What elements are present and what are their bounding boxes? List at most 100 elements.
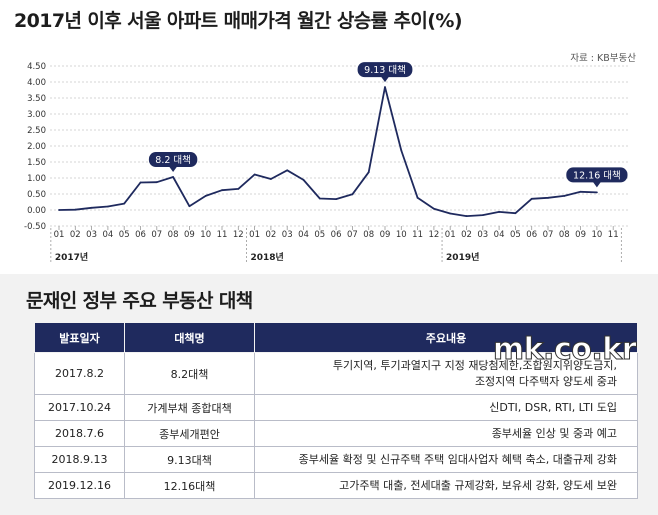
y-tick-label: 1.00 <box>27 174 46 184</box>
x-tick-label: 05 <box>314 230 325 240</box>
policy-section: 문재인 정부 주요 부동산 대책 발표일자 대책명 주요내용 2017.8.2 … <box>0 274 658 515</box>
x-tick-label: 02 <box>265 230 276 240</box>
watermark: mk.co.kr <box>492 332 637 368</box>
x-tick-label: 12 <box>233 230 244 240</box>
data-point <box>449 212 452 215</box>
y-tick-label: 4.50 <box>27 62 46 72</box>
cell-content: 고가주택 대출, 전세대출 규제강화, 보유세 강화, 양도세 보완 <box>254 472 638 499</box>
cell-content: 종부세율 확정 및 신규주택 주택 임대사업자 혜택 축소, 대출규제 강화 <box>254 446 638 473</box>
line-chart: 4.50 4.00 3.50 3.00 2.50 2.00 1.50 1.00 0.50 0.00… <box>24 62 628 263</box>
header-content: 주요내용 <box>254 322 638 353</box>
data-point <box>253 173 256 176</box>
x-tick-label: 10 <box>200 230 211 240</box>
data-point <box>155 181 158 184</box>
data-point <box>302 179 305 181</box>
year-label: 2019년 <box>446 251 479 263</box>
x-tick-label: 09 <box>380 230 391 240</box>
cell-date: 2019.12.16 <box>34 472 125 499</box>
table-title: 문재인 정부 주요 부동산 대책 <box>26 290 253 312</box>
header-name: 대책명 <box>124 322 255 353</box>
table-row: 2017.10.24 가계부채 종합대책 신DTI, DSR, RTI, LTI… <box>34 394 638 421</box>
x-tick-label: 02 <box>461 230 472 240</box>
x-tick-label: 05 <box>510 230 521 240</box>
x-tick-label: 03 <box>86 230 97 240</box>
cell-date: 2017.10.24 <box>34 394 125 421</box>
y-tick-label: 3.00 <box>27 110 46 120</box>
annotation-bubble <box>148 152 198 168</box>
data-point <box>481 214 484 217</box>
data-point <box>384 86 386 89</box>
y-tick-label: 0.00 <box>27 206 46 216</box>
data-point <box>335 198 337 201</box>
annotation-pointer <box>169 166 178 173</box>
data-point <box>400 149 403 152</box>
y-tick-label: 3.50 <box>27 94 46 104</box>
data-point <box>139 181 142 184</box>
annotation-label: 12.16 대책 <box>573 170 621 181</box>
x-tick-label: 11 <box>217 230 228 240</box>
y-tick-label: 1.50 <box>27 158 46 168</box>
data-point <box>90 206 93 209</box>
x-tick-label: 06 <box>526 230 537 240</box>
data-point <box>270 178 272 180</box>
annotation-pointer <box>592 181 601 188</box>
x-tick-label: 04 <box>494 230 505 240</box>
data-point <box>204 195 207 197</box>
x-tick-label: 03 <box>477 230 488 240</box>
y-tick-label: 2.00 <box>27 142 46 152</box>
x-tick-label: 10 <box>591 230 602 240</box>
page-title: 2017년 이후 서울 아파트 매매가격 월간 상승률 추이(%) <box>14 10 463 32</box>
x-tick-label: 07 <box>543 230 554 240</box>
series-line <box>58 86 597 218</box>
year-label: 2017년 <box>55 251 88 263</box>
y-tick-label: 2.50 <box>27 126 46 136</box>
data-point <box>74 208 77 211</box>
data-point <box>433 207 435 210</box>
x-tick-label: 08 <box>363 230 374 240</box>
source-label: 자료 : KB부동산 <box>570 53 636 64</box>
data-point <box>123 202 126 205</box>
table-header-row: 발표일자 대책명 주요내용 <box>34 322 638 353</box>
x-tick-label: 11 <box>412 230 423 240</box>
header-date: 발표일자 <box>34 322 125 353</box>
cell-name: 9.13대책 <box>124 446 255 473</box>
x-tick-label: 07 <box>347 230 358 240</box>
y-tick-label: 4.00 <box>27 78 46 88</box>
data-point <box>498 211 500 213</box>
data-point <box>237 187 240 190</box>
data-point <box>286 169 289 172</box>
annotation-bubble <box>357 62 413 78</box>
table-row: 2018.7.6 종부세개편안 종부세율 인상 및 중과 예고 <box>34 420 638 447</box>
annotation-pointer <box>381 76 389 83</box>
data-point <box>465 215 468 217</box>
x-tick-label: 03 <box>282 230 293 240</box>
annotation-bubble <box>566 167 628 183</box>
x-tick-label: 12 <box>428 230 439 240</box>
cell-content: 종부세율 인상 및 중과 예고 <box>254 420 638 447</box>
data-point <box>530 197 533 200</box>
table-row: 2018.9.13 9.13대책 종부세율 확정 및 신규주택 주택 임대사업자… <box>34 446 638 473</box>
y-tick-label: 0.50 <box>27 190 46 200</box>
x-tick-label: 04 <box>298 230 309 240</box>
data-point <box>579 190 582 193</box>
cell-content: 신DTI, DSR, RTI, LTI 도입 <box>254 394 638 421</box>
year-label: 2018년 <box>250 251 283 263</box>
x-tick-label: 09 <box>184 230 195 240</box>
table-row: 2019.12.16 12.16대책 고가주택 대출, 전세대출 규제강화, 보… <box>34 472 638 499</box>
data-point <box>318 197 321 200</box>
data-point <box>563 195 566 197</box>
x-tick-label: 05 <box>119 230 130 240</box>
policy-table: 발표일자 대책명 주요내용 2017.8.2 8.2대책 투기지역, 투기과열지… <box>34 322 638 499</box>
annotation-callout: 12.16 대책 <box>566 167 628 188</box>
data-point <box>58 209 60 211</box>
annotation-label: 9.13 대책 <box>364 65 406 76</box>
cell-date: 2018.7.6 <box>34 420 125 447</box>
data-point <box>172 176 175 178</box>
data-point <box>367 171 370 174</box>
x-tick-label: 10 <box>396 230 407 240</box>
x-tick-label: 09 <box>575 230 586 240</box>
cell-name: 8.2대책 <box>124 352 255 395</box>
annotation-label: 8.2 대책 <box>155 155 191 166</box>
x-tick-label: 11 <box>608 230 619 240</box>
x-tick-label: 08 <box>559 230 570 240</box>
